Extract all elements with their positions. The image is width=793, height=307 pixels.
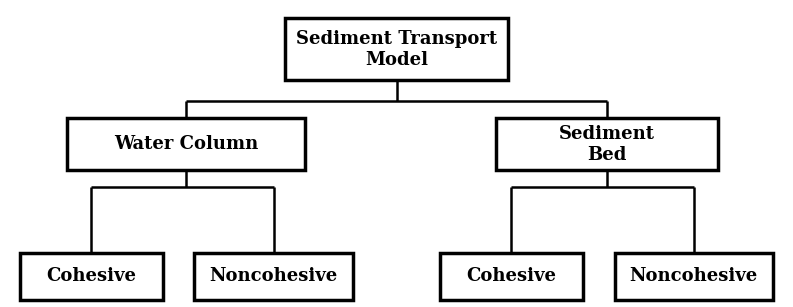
Text: Cohesive: Cohesive [46, 267, 136, 285]
FancyBboxPatch shape [615, 252, 773, 300]
FancyBboxPatch shape [285, 18, 508, 80]
FancyBboxPatch shape [440, 252, 583, 300]
Text: Cohesive: Cohesive [466, 267, 557, 285]
Text: Sediment Transport
Model: Sediment Transport Model [296, 30, 497, 68]
FancyBboxPatch shape [67, 118, 305, 170]
Text: Sediment
Bed: Sediment Bed [558, 125, 655, 164]
Text: Noncohesive: Noncohesive [209, 267, 338, 285]
FancyBboxPatch shape [20, 252, 163, 300]
Text: Water Column: Water Column [114, 135, 259, 153]
FancyBboxPatch shape [194, 252, 353, 300]
FancyBboxPatch shape [496, 118, 718, 170]
Text: Noncohesive: Noncohesive [630, 267, 758, 285]
